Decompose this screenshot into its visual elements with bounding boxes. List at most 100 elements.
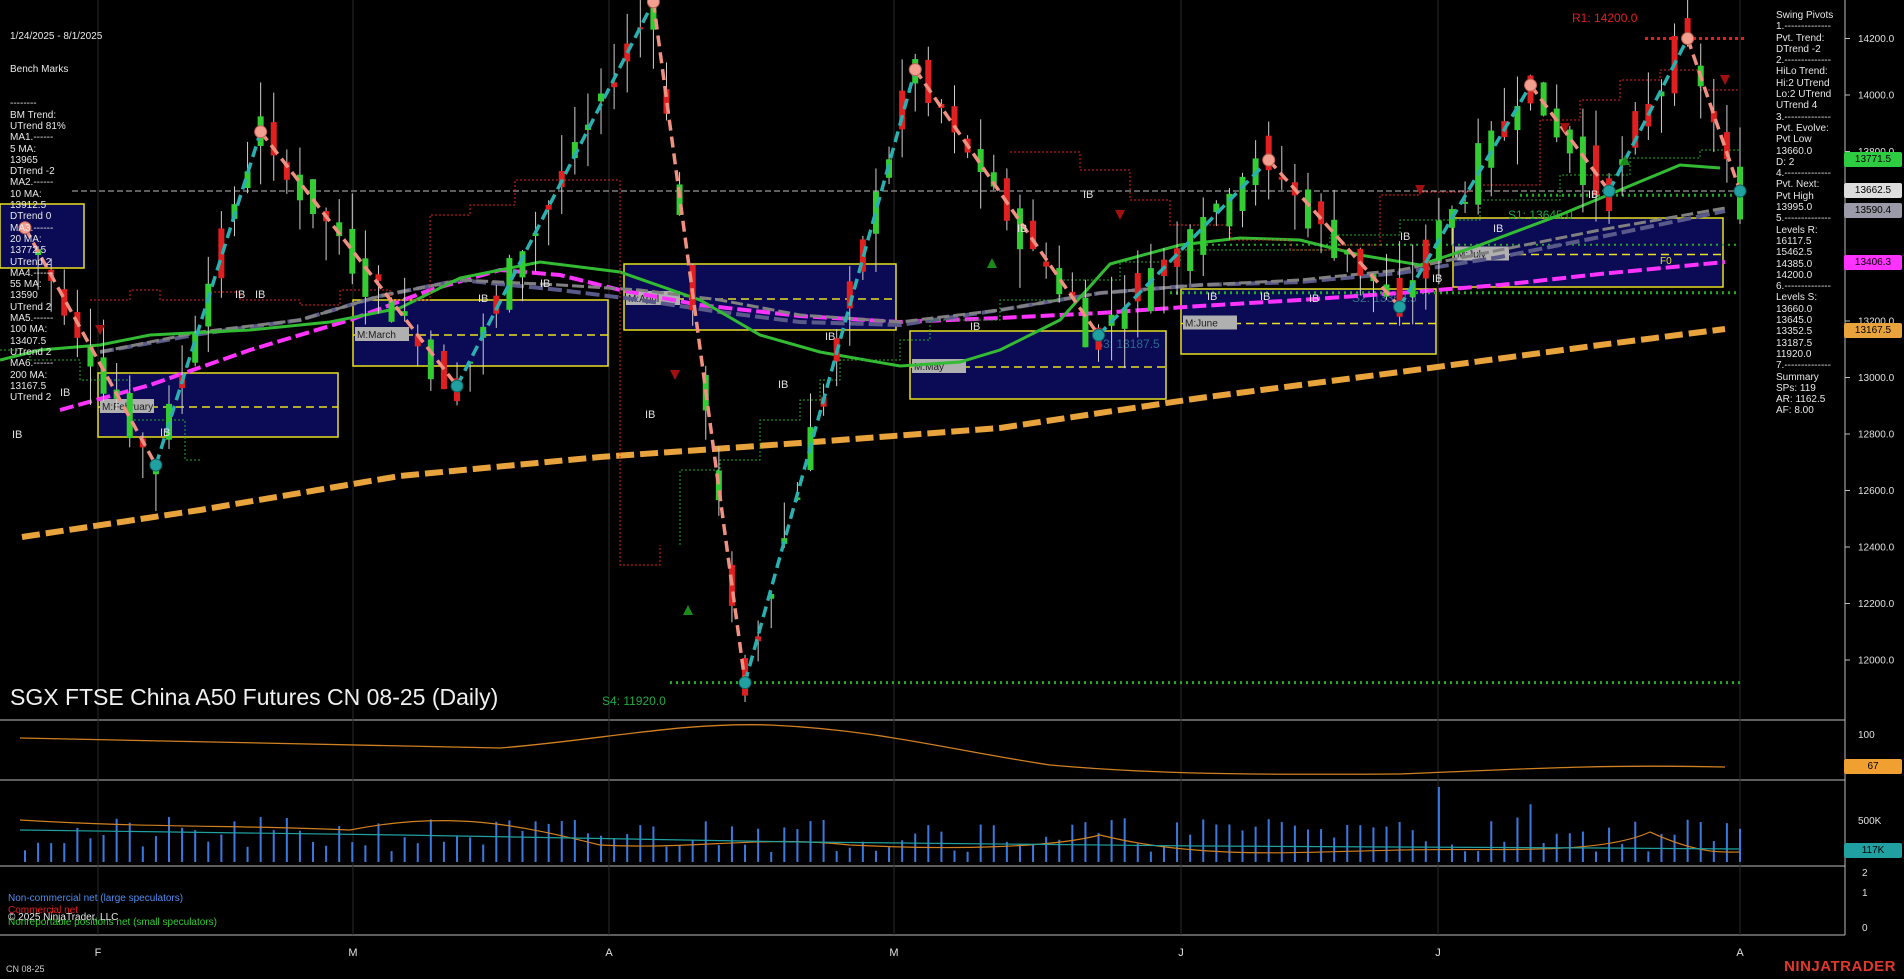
ib-marker: IB (1017, 223, 1027, 235)
y-tick-label: 14200.0 (1858, 34, 1895, 45)
bench-marks-list: -------- BM Trend: UTrend 81% MA1.------ 5 M… (10, 98, 102, 403)
cot-tick-label: 0 (1862, 923, 1868, 934)
swing-pivot-line: 3.-------------- (1776, 111, 1831, 123)
bench-mark-line: 13772.5 (10, 245, 47, 257)
legend-commercial: Commercial net (8, 905, 79, 916)
swing-pivot-line: 13187.5 (1776, 337, 1813, 349)
swing-line-down (259, 130, 459, 388)
candle-up (100, 357, 107, 394)
bench-mark-line: MA3.------ (10, 222, 54, 234)
signal-up-icon (683, 605, 693, 615)
swing-pivot-line: DTrend -2 (1776, 43, 1821, 55)
ib-marker: IB (12, 429, 22, 441)
legend-noncommercial: Non-commercial net (large speculators) (8, 893, 184, 904)
x-tick-label: A (1736, 947, 1744, 959)
swing-pivot-line: Summary (1776, 371, 1819, 383)
swing-pivot-line: Hi:2 UTrend (1776, 77, 1830, 89)
bench-mark-line: 13965 (10, 154, 38, 166)
candle-down (375, 274, 382, 281)
candle-up (1226, 193, 1233, 227)
candle-up (205, 283, 212, 327)
bench-mark-line: MA1.------ (10, 132, 54, 144)
swing-high-pivot (1262, 153, 1276, 167)
s1-label: S1: 13645.0 (1508, 208, 1573, 222)
candle-up (166, 403, 173, 440)
candle-down (846, 281, 853, 309)
candle-up (506, 258, 513, 310)
candle-up (676, 184, 683, 215)
swing-pivot-line: 13660.0 (1776, 303, 1813, 315)
swing-pivot-line: 2.-------------- (1776, 55, 1831, 67)
candle-down (1592, 145, 1599, 196)
candle-up (1462, 201, 1469, 204)
swing-high-pivot (254, 125, 268, 139)
bench-mark-line: DTrend -2 (10, 166, 55, 178)
candle-up (519, 251, 526, 278)
volume-ma-teal (19, 829, 1741, 850)
candle-down (1069, 291, 1076, 297)
swing-high-pivot (1524, 78, 1538, 92)
candle-up (977, 149, 984, 173)
swing-low-pivot (738, 676, 752, 690)
candle-up (1147, 268, 1154, 312)
bench-mark-line: BM Trend: (10, 109, 57, 121)
swing-pivot-line: 14385.0 (1776, 258, 1813, 270)
ib-marker: IB (1588, 189, 1598, 201)
swing-line-down (1529, 84, 1611, 193)
candle-down (1265, 135, 1272, 171)
bench-mark-line: 13912.5 (10, 200, 47, 212)
volume-tick-label: 500K (1858, 816, 1882, 827)
y-tick-label: 12400.0 (1858, 543, 1895, 554)
candle-up (650, 0, 657, 30)
candle-up (1016, 208, 1023, 250)
swing-low-pivot (450, 379, 464, 393)
swing-line-up (154, 131, 263, 466)
date-range: 1/24/2025 - 8/1/2025 (10, 30, 103, 42)
candle-up (401, 311, 408, 316)
ib-marker: IB (255, 289, 265, 301)
ma-200 (21, 326, 1726, 540)
candle-up (1566, 129, 1573, 154)
swing-pivot-line: 16117.5 (1776, 235, 1812, 247)
candle-down (414, 335, 421, 347)
price-tag: 13771.5 (1844, 152, 1902, 168)
candle-down (1396, 277, 1403, 317)
bench-mark-line: DTrend 0 (10, 211, 52, 223)
y-tick-label: 13200.0 (1858, 317, 1895, 328)
osc-tick-label: 100 (1858, 730, 1875, 741)
ib-marker: IB (825, 331, 835, 343)
bench-mark-line: 13590 (10, 290, 38, 302)
candle-up (1553, 108, 1560, 138)
ib-marker: IB (60, 387, 70, 399)
bench-marks-panel: 1/24/2025 - 8/1/2025 Bench Marks -------… (10, 8, 102, 415)
swing-pivots-panel: Swing Pivots 1.-------------- Pvt. Trend: D… (1776, 10, 1833, 417)
candle-down (493, 295, 500, 314)
candle-down (925, 59, 932, 103)
oscillator-line (19, 724, 1726, 775)
candle-up (427, 339, 434, 380)
candle-up (349, 228, 356, 274)
trailing-stop-red-2 (1010, 69, 1740, 251)
bench-mark-line: 200 MA: (10, 369, 48, 381)
swing-pivot-line: AR: 1162.5 (1776, 394, 1826, 406)
candle-up (1658, 91, 1665, 97)
swing-pivot-line: Swing Pivots (1776, 10, 1834, 21)
swing-low-pivot (1602, 184, 1616, 198)
candle-up (1082, 297, 1089, 348)
ib-marker: IB (1083, 189, 1093, 201)
candle-up (1409, 280, 1416, 298)
candle-down (1278, 176, 1285, 180)
y-tick-label: 12000.0 (1858, 656, 1895, 667)
signal-down-icon (670, 370, 680, 380)
candle-down (270, 122, 277, 156)
ib-marker: IB (1493, 223, 1503, 235)
s4-label: S4: 11920.0 (602, 694, 666, 708)
ma-20 (0, 163, 1721, 368)
swing-pivot-line: Pvt High (1776, 190, 1814, 202)
bench-mark-line: UTrend 2 (10, 392, 52, 404)
price-tag: 13590.4 (1844, 203, 1902, 219)
y-tick-label: 13000.0 (1858, 373, 1895, 384)
f0-label: F0 (1660, 256, 1672, 267)
candle-down (899, 90, 906, 130)
